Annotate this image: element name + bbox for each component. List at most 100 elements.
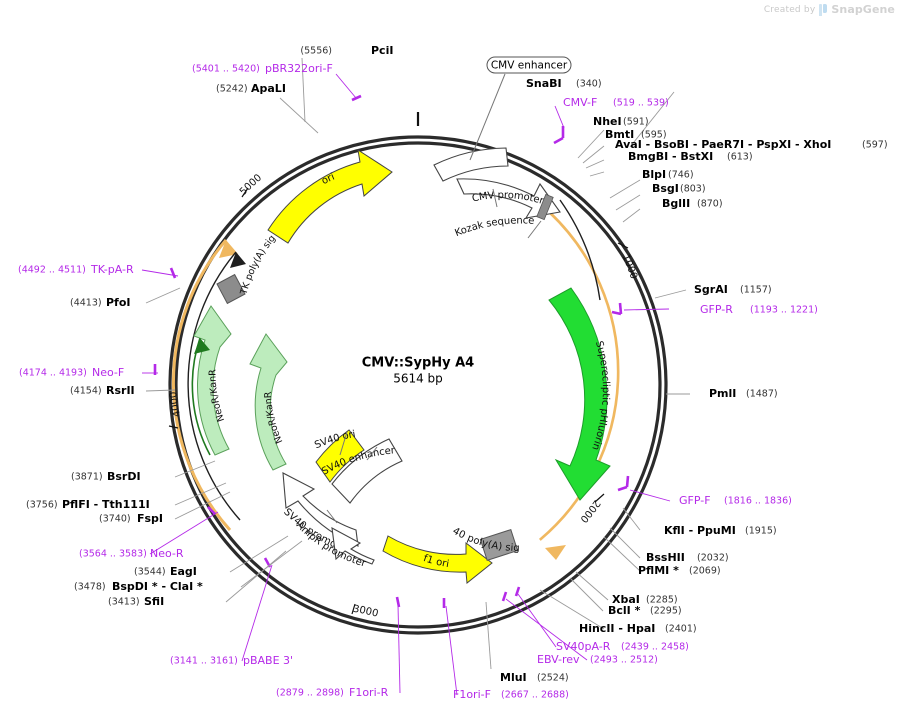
site-name-bglii[interactable]: BglII [662, 197, 690, 210]
primer-name-neo-r[interactable]: Neo-R [150, 547, 184, 560]
orf-arc-left [171, 239, 232, 532]
primer-name-tk-pa-r[interactable]: TK-pA-R [90, 263, 134, 276]
ruler-ticks [168, 187, 629, 615]
site-name-bsrdi[interactable]: BsrDI [107, 470, 141, 483]
site-name-sgrai[interactable]: SgrAI [694, 283, 728, 296]
neor-green-arrowhead [194, 338, 210, 354]
site-position: (803) [680, 184, 706, 195]
primer-position: (2439 .. 2458) [621, 642, 689, 653]
primer-position: (4492 .. 4511) [18, 265, 86, 276]
site-name-hincii-hpai[interactable]: HincII - HpaI [579, 622, 655, 635]
feature-label-ori: ori [320, 172, 336, 187]
primer-position: (3564 .. 3583) [79, 549, 147, 560]
site-position: (3871) [71, 472, 103, 483]
site-position: (2069) [689, 566, 721, 577]
site-name-pflmi[interactable]: PflMI * [638, 564, 679, 577]
site-position: (1157) [740, 285, 772, 296]
site-name-snabi[interactable]: SnaBI [526, 77, 562, 90]
primer-ticks [153, 94, 630, 608]
site-name-xbai[interactable]: XbaI [612, 593, 640, 606]
site-name-pflfi-tth111i[interactable]: PflFI - Tth111I [62, 498, 150, 511]
primer-position: (2879 .. 2898) [276, 688, 344, 699]
site-name-bsgi[interactable]: BsgI [652, 182, 679, 195]
snapgene-logo-icon [819, 3, 828, 16]
site-position: (3413) [108, 597, 140, 608]
label-group-bottom-left: (2879 .. 2898) F1ori-R (3141 .. 3161) pB… [74, 547, 389, 699]
site-position: (2401) [665, 624, 697, 635]
site-name-fspi[interactable]: FspI [137, 512, 163, 525]
plasmid-title: CMV::SypHy A4 [362, 356, 474, 371]
feature-neor-kanr-inner: NeoR/KanR [249, 333, 288, 471]
primer-name-cmv-f[interactable]: CMV-F [563, 96, 597, 109]
orf-track [171, 211, 620, 541]
site-position: (5242) [216, 84, 248, 95]
site-name-pcii[interactable]: PciI [371, 44, 393, 57]
primer-position: (2667 .. 2688) [501, 690, 569, 701]
label-group-bottom-right: XbaI (2285) BclI * (2295) HincII - HpaI … [453, 593, 697, 701]
orf-arrowheads [219, 240, 566, 560]
site-name-rsrii[interactable]: RsrII [106, 384, 135, 397]
primer-position: (4174 .. 4193) [19, 368, 87, 379]
site-name-eagi[interactable]: EagI [170, 565, 197, 578]
site-name-kfli-ppumi[interactable]: KflI - PpuMI [664, 524, 736, 537]
primer-position: (1816 .. 1836) [724, 496, 792, 507]
site-position: (5556) [300, 46, 332, 57]
label-group-top-right: SnaBI (340) CMV-F (519 .. 539) NheI (591… [526, 77, 888, 210]
feature-ori: ori [267, 148, 393, 244]
primer-name-pbabe-3[interactable]: pBABE 3' [243, 654, 293, 667]
feature-label-cmv-enhancer: CMV enhancer [491, 60, 568, 72]
watermark-brand: SnapGene [831, 3, 895, 16]
site-position: (591) [623, 117, 649, 128]
site-name-pfoi[interactable]: PfoI [106, 296, 131, 309]
primer-name-pbr322ori-f[interactable]: pBR322ori-F [265, 62, 333, 75]
primer-name-neo-f[interactable]: Neo-F [92, 366, 124, 379]
site-name-apali[interactable]: ApaLI [251, 82, 286, 95]
orf-dark-arrowhead [230, 252, 246, 268]
site-position: (597) [862, 140, 888, 151]
site-position: (1487) [746, 389, 778, 400]
primer-name-ebv-rev[interactable]: EBV-rev [537, 653, 580, 666]
site-name-mlui[interactable]: MluI [500, 671, 527, 684]
primer-leader-lines [141, 73, 671, 696]
watermark-prefix: Created by [763, 4, 816, 15]
primer-position: (519 .. 539) [613, 98, 669, 109]
leader-lines [145, 57, 690, 670]
site-position: (2295) [650, 606, 682, 617]
label-group-left: (3740) FspI (3756) PflFI - Tth111I (3871… [18, 263, 163, 525]
site-position: (595) [641, 130, 667, 141]
site-name-pmli[interactable]: PmlI [709, 387, 736, 400]
primer-name-gfp-r[interactable]: GFP-R [700, 303, 733, 316]
site-name-bmti[interactable]: BmtI [605, 128, 634, 141]
primer-name-f1ori-f[interactable]: F1ori-F [453, 688, 491, 701]
label-group-top: (5556) PciI (5401 .. 5420) pBR322ori-F (… [192, 44, 393, 95]
feature-superecliptic-phluorin: Superecliptic pHluorin [548, 287, 611, 501]
site-name-bsshii[interactable]: BssHII [646, 551, 685, 564]
snapgene-watermark: Created by SnapGene [764, 3, 895, 16]
primer-position: (2493 .. 2512) [590, 655, 658, 666]
site-name-bspdi-clai[interactable]: BspDI * - ClaI * [112, 580, 203, 593]
primer-name-f1ori-r[interactable]: F1ori-R [349, 686, 389, 699]
site-name-nhei[interactable]: NheI [593, 115, 622, 128]
label-group-right: SgrAI (1157) GFP-R (1193 .. 1221) PmlI (… [638, 283, 818, 577]
site-position: (4154) [70, 386, 102, 397]
site-position: (1915) [745, 526, 777, 537]
primer-name-gfp-f[interactable]: GFP-F [679, 494, 711, 507]
primer-name-sv40pa-r[interactable]: SV40pA-R [556, 640, 611, 653]
site-name-bmgbi-group[interactable]: BmgBI - BstXI [628, 150, 713, 163]
feature-label-cmv-promoter: CMV promoter [471, 190, 546, 207]
site-position: (2032) [697, 553, 729, 564]
site-position: (746) [668, 170, 694, 181]
ruler-tick-2000: 2000 [578, 498, 602, 525]
plasmid-size: 5614 bp [393, 372, 443, 386]
site-name-bcli[interactable]: BclI * [608, 604, 641, 617]
center-caption: CMV::SypHy A4 5614 bp [362, 356, 474, 386]
orf-arc-outer [538, 211, 620, 541]
site-name-avai-group[interactable]: AvaI - BsoBI - PaeR7I - PspXI - XhoI [615, 138, 831, 151]
site-name-sfii[interactable]: SfiI [144, 595, 164, 608]
site-position: (613) [727, 152, 753, 163]
site-position: (340) [576, 79, 602, 90]
feature-f1-ori: f1 ori [382, 535, 493, 584]
site-position: (3544) [134, 567, 166, 578]
site-name-blpi[interactable]: BlpI [642, 168, 666, 181]
